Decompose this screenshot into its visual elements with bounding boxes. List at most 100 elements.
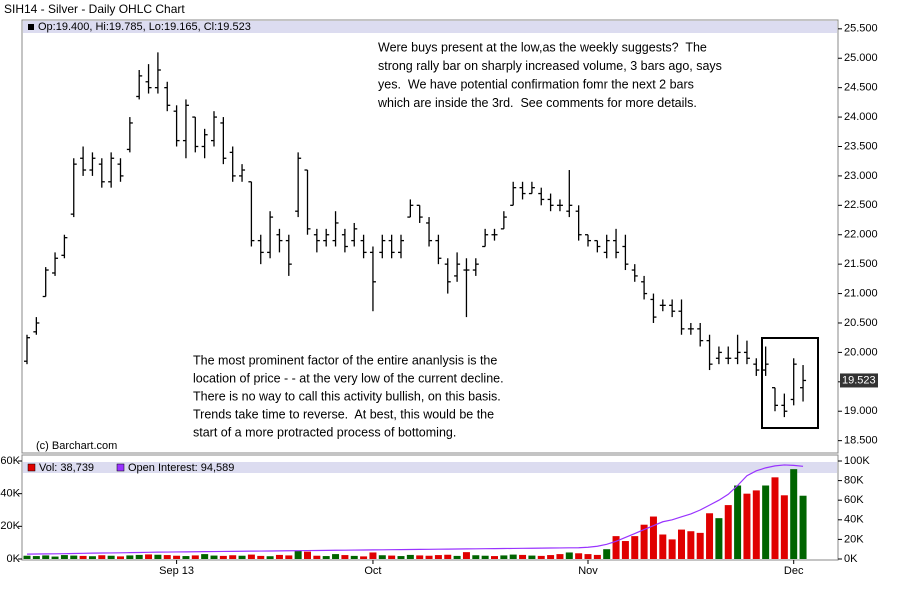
volume-bar <box>603 549 611 559</box>
volume-bar <box>612 536 620 559</box>
volume-bar <box>60 555 68 559</box>
volume-bar <box>687 531 695 559</box>
x-tick-label: Dec <box>784 565 804 577</box>
volume-bar <box>201 554 209 559</box>
volume-bar <box>500 555 508 559</box>
volume-bar <box>434 555 442 559</box>
y-tick-label: 0K <box>7 553 21 565</box>
y-tick-label: 23.500 <box>844 140 878 152</box>
legend-label: Open Interest: 94,589 <box>128 462 234 474</box>
volume-bar <box>378 555 386 559</box>
volume-bar <box>649 516 657 559</box>
y-tick-label: 25.000 <box>844 52 878 64</box>
volume-bar <box>247 554 255 559</box>
volume-legend-strip <box>23 462 837 473</box>
x-tick-label: Oct <box>364 565 381 577</box>
volume-bar <box>154 554 162 559</box>
y2-tick-label: 60K <box>844 494 864 506</box>
volume-bar <box>734 485 742 559</box>
y-tick-label: 24.500 <box>844 82 878 94</box>
legend-label: Vol: 38,739 <box>39 462 94 474</box>
volume-bar <box>565 552 573 559</box>
annotation: which are inside the 3rd. See comments f… <box>377 96 697 110</box>
y-tick-label: 20.000 <box>844 346 878 358</box>
y2-tick-label: 80K <box>844 475 864 487</box>
credit: (c) Barchart.com <box>36 440 117 452</box>
y-tick-label: 22.500 <box>844 199 878 211</box>
volume-bar <box>491 556 498 559</box>
volume-bar <box>350 555 358 559</box>
volume-bar <box>706 513 714 559</box>
annotation: location of price - - at the very low of… <box>193 371 504 385</box>
volume-bar <box>313 555 321 559</box>
volume-bar <box>519 554 527 559</box>
volume-bar <box>322 556 330 559</box>
volume-bar <box>266 556 274 559</box>
volume-bar <box>659 534 667 559</box>
volume-bar <box>51 556 59 559</box>
volume-bar <box>23 555 31 559</box>
y-tick-label: 40K <box>0 488 20 500</box>
volume-bar <box>696 532 704 559</box>
y2-tick-label: 0K <box>844 553 858 565</box>
y-tick-label: 23.000 <box>844 170 878 182</box>
volume-bar <box>191 555 199 559</box>
y-tick-label: 25.500 <box>844 23 878 35</box>
volume-bar <box>145 554 153 559</box>
volume-panel <box>21 454 839 561</box>
info-text: Op:19.400, Hi:19.785, Lo:19.165, Cl:19.5… <box>38 21 251 33</box>
volume-bar <box>799 495 807 559</box>
volume-bar <box>369 552 377 559</box>
volume-bar <box>509 554 517 559</box>
volume-bar <box>294 550 302 559</box>
volume-bar <box>257 555 265 559</box>
open-interest-line <box>26 464 804 555</box>
y-tick-label: 22.000 <box>844 229 878 241</box>
volume-bar <box>406 554 414 559</box>
annotation: There is no way to call this activity bu… <box>193 389 501 403</box>
volume-bar <box>575 553 583 559</box>
last-price-box <box>840 373 878 388</box>
info-strip <box>23 21 837 33</box>
y-tick-label: 19.000 <box>844 405 878 417</box>
y-tick-label: 21.000 <box>844 287 878 299</box>
last-price-label: 19.523 <box>842 374 876 386</box>
price-panel <box>21 19 839 454</box>
volume-bar <box>32 556 40 559</box>
volume-bar <box>472 555 480 559</box>
volume-bar <box>453 555 461 559</box>
highlight-box <box>761 337 819 429</box>
volume-bar <box>173 555 181 559</box>
y-tick-label: 18.500 <box>844 435 878 447</box>
volume-bar <box>593 554 601 559</box>
volume-bar <box>584 554 592 559</box>
annotation: Were buys present at the low,as the week… <box>378 40 707 54</box>
volume-bar <box>668 539 676 559</box>
volume-bar <box>724 505 732 559</box>
legend-swatch <box>116 463 125 472</box>
volume-bar <box>304 551 311 559</box>
volume-bar <box>275 554 283 559</box>
volume-bar <box>678 529 685 559</box>
y-tick-label: 24.000 <box>844 111 878 123</box>
volume-bar <box>640 524 648 559</box>
volume-bar <box>107 555 115 559</box>
volume-bar <box>556 554 564 559</box>
volume-bar <box>88 556 96 559</box>
volume-bar <box>537 555 545 559</box>
volume-bar <box>397 556 405 559</box>
volume-bar <box>752 490 760 559</box>
volume-bar <box>621 541 629 559</box>
volume-bar <box>547 555 555 559</box>
volume-bar <box>743 493 751 559</box>
volume-bar <box>416 555 424 559</box>
volume-bar <box>70 555 78 559</box>
annotation: strong rally bar on sharply increased vo… <box>378 59 722 73</box>
annotation: yes. We have potential confirmation fomr… <box>378 77 694 91</box>
volume-bar <box>182 556 190 559</box>
legend-swatch <box>27 463 36 472</box>
volume-bar <box>219 555 227 559</box>
volume-bar <box>117 556 124 559</box>
volume-bar <box>444 554 452 559</box>
